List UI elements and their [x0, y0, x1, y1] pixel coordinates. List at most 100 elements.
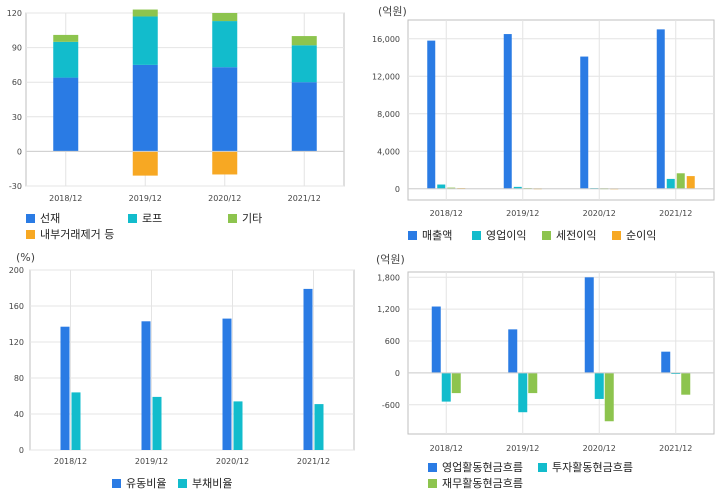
y-tick-label: 8,000 — [377, 110, 400, 119]
bar-0-3 — [303, 288, 313, 450]
bar-1-3 — [666, 178, 675, 189]
legend-label-operating-cf: 영업활동현금흐름 — [442, 461, 523, 474]
x-tick-label: 2020/12 — [583, 444, 616, 453]
legend-swatch-operating-cf — [428, 463, 437, 472]
y-tick-label: 0 — [17, 147, 22, 156]
y-tick-label: 120 — [9, 338, 24, 347]
y-tick-label: 1,800 — [377, 273, 400, 282]
bar-2-0 — [451, 372, 461, 394]
chart-products-legend: 선재 로프 기타 내부거래제거 등 — [26, 212, 356, 246]
y-tick-label: 80 — [14, 374, 24, 383]
bar-1-0 — [437, 184, 446, 189]
chart-cashflow-unit: (억원) — [376, 253, 405, 266]
y-tick-label: 0 — [395, 369, 400, 378]
y-tick-label: 4,000 — [377, 147, 400, 156]
legend-label-investing-cf: 투자활동현금흐름 — [552, 461, 633, 474]
legend-item-investing-cf: 투자활동현금흐름 — [538, 461, 633, 475]
bar-2-2 — [604, 372, 614, 422]
bar-0-2 — [222, 318, 232, 450]
x-tick-label: 2018/12 — [430, 444, 463, 453]
bar-1-3 — [291, 45, 317, 83]
legend-swatch-sales — [408, 231, 417, 240]
chart-panel-cashflow: (억원) -600 0 600 1,200 1,800 2018/12 2019/12 202… — [360, 248, 720, 496]
chart-panel-income: (억원) 0 4,000 8,000 12,000 16,000 2018/12 2019/… — [360, 0, 720, 248]
x-tick-label: 2018/12 — [54, 457, 87, 466]
bar-0-3 — [661, 351, 671, 373]
bar-1-3 — [314, 404, 324, 450]
bar-1-0 — [441, 372, 451, 402]
bar-2-3 — [676, 173, 685, 189]
y-tick-label: 160 — [9, 302, 24, 311]
bar-3-1 — [132, 151, 158, 176]
legend-swatch-net-profit — [612, 231, 621, 240]
bar-2-2 — [212, 13, 238, 22]
bar-1-1 — [513, 186, 522, 189]
bar-0-1 — [141, 321, 151, 450]
chart-income-svg: 0 4,000 8,000 12,000 16,000 2018/12 2019/12 202… — [372, 19, 715, 218]
y-tick-label: 30 — [12, 113, 22, 122]
legend-swatch-current-ratio — [112, 479, 121, 488]
x-tick-label: 2021/12 — [288, 194, 321, 203]
y-tick-label: 1,200 — [377, 305, 400, 314]
y-tick-label: 200 — [9, 266, 24, 275]
bar-2-0 — [447, 187, 456, 189]
y-tick-label: 90 — [12, 44, 22, 53]
bar-2-3 — [681, 372, 691, 395]
bar-1-1 — [152, 396, 162, 450]
bar-0-0 — [60, 326, 70, 450]
legend-label-financing-cf: 재무활동현금흐름 — [442, 477, 523, 490]
legend-swatch-rope — [128, 214, 137, 223]
x-tick-label: 2019/12 — [135, 457, 168, 466]
bar-0-1 — [503, 34, 512, 189]
legend-label-net-profit: 순이익 — [626, 229, 657, 242]
chart-ratios-legend: 유동비율 부채비율 — [112, 477, 352, 493]
legend-label-other: 기타 — [242, 212, 263, 225]
legend-label-rope: 로프 — [142, 212, 163, 225]
bar-0-3 — [656, 29, 665, 189]
legend-item-operating-cf: 영업활동현금흐름 — [428, 461, 523, 475]
legend-item-rope: 로프 — [128, 212, 162, 226]
plot-frame — [29, 269, 355, 451]
bar-1-1 — [518, 372, 528, 413]
legend-label-sales: 매출액 — [422, 229, 453, 242]
y-tick-label: 16,000 — [372, 35, 400, 44]
chart-panel-products: -30 0 30 60 90 120 2018/12 2019/12 2020/12 2021/1… — [0, 0, 360, 248]
bar-3-2 — [212, 151, 238, 175]
bar-2-1 — [528, 372, 538, 394]
bar-2-1 — [132, 9, 158, 17]
plot-frame — [25, 12, 345, 187]
y-tick-label: 0 — [19, 446, 24, 455]
y-tick-label: -30 — [9, 182, 22, 191]
bar-0-0 — [53, 77, 79, 152]
chart-panel-ratios: (%) 0 40 80 120 160 200 2018/12 2019/12 2020/12 2… — [0, 248, 360, 496]
bar-0-2 — [212, 67, 238, 152]
legend-swatch-wire — [26, 214, 35, 223]
legend-swatch-other — [228, 214, 237, 223]
bar-0-2 — [580, 56, 589, 189]
chart-cashflow-svg: -600 0 600 1,200 1,800 2018/12 2019/12 2020/12 2… — [377, 271, 715, 453]
chart-income-unit: (억원) — [378, 5, 407, 18]
y-tick-label: 60 — [12, 78, 22, 87]
y-tick-label: 12,000 — [372, 72, 400, 81]
x-tick-label: 2021/12 — [297, 457, 330, 466]
y-tick-label: 600 — [385, 337, 400, 346]
bar-1-2 — [212, 21, 238, 68]
chart-ratios-svg: 0 40 80 120 160 200 2018/12 2019/12 2020/12 2021/… — [9, 266, 355, 466]
bar-2-3 — [291, 36, 317, 46]
legend-label-elimination: 내부거래제거 등 — [40, 228, 115, 241]
legend-swatch-investing-cf — [538, 463, 547, 472]
legend-label-current-ratio: 유동비율 — [126, 477, 167, 490]
legend-item-debt-ratio: 부채비율 — [178, 477, 232, 491]
legend-swatch-elimination — [26, 230, 35, 239]
x-tick-label: 2019/12 — [506, 209, 539, 218]
y-tick-label: 120 — [7, 9, 22, 18]
legend-swatch-financing-cf — [428, 479, 437, 488]
bar-0-1 — [132, 64, 158, 152]
legend-item-operating-profit: 영업이익 — [472, 229, 526, 243]
bar-0-3 — [291, 82, 317, 152]
bar-1-2 — [233, 401, 243, 450]
legend-label-wire: 선재 — [40, 212, 61, 225]
bar-1-0 — [71, 392, 81, 450]
y-tick-label: -600 — [382, 401, 400, 410]
chart-cashflow-legend: 영업활동현금흐름 투자활동현금흐름 재무활동현금흐름 — [428, 461, 718, 493]
